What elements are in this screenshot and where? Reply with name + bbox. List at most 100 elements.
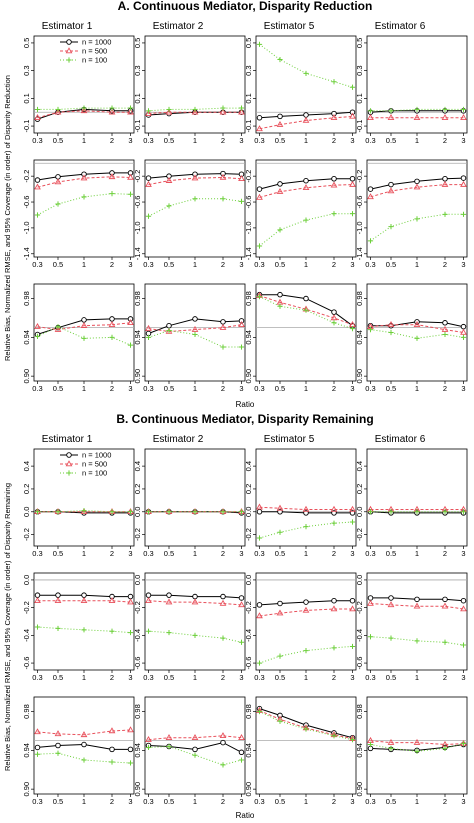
point-n500 — [127, 726, 134, 733]
point-n100 — [238, 509, 245, 515]
point-n500 — [413, 738, 421, 745]
point-n100 — [145, 108, 152, 114]
point-n1000 — [277, 509, 283, 515]
point-n500 — [238, 734, 245, 740]
point-n1000 — [55, 592, 61, 598]
legend-marker-n100 — [66, 470, 72, 476]
panel-r4-c4: 0.3 0.5 1 2 3 -0.2 0.0 0.2 0.4 — [355, 448, 468, 558]
x-tick-label: 2 — [443, 549, 447, 558]
x-tick-label: 1 — [82, 797, 86, 806]
x-tick-label: 1 — [82, 260, 86, 269]
point-n500 — [413, 183, 421, 190]
point-n500 — [165, 108, 173, 115]
series-line-500 — [37, 176, 131, 188]
y-tick-label: -1.4 — [355, 247, 364, 260]
point-n500 — [54, 325, 62, 332]
point-n500 — [441, 602, 449, 609]
y-tick-label: -0.4 — [22, 629, 31, 642]
x-tick-label: 2 — [221, 260, 225, 269]
x-tick-label: 0.3 — [254, 673, 264, 682]
point-n100 — [220, 344, 226, 350]
point-n500 — [387, 114, 395, 121]
point-n500 — [127, 598, 134, 605]
point-n500 — [54, 108, 62, 115]
x-tick-label: 0.3 — [32, 384, 42, 393]
point-n100 — [166, 106, 172, 113]
point-n100 — [145, 744, 152, 751]
point-n500 — [460, 605, 467, 612]
x-tick-label: 0.5 — [164, 549, 174, 558]
x-tick-label: 0.5 — [53, 673, 63, 682]
x-tick-label: 1 — [415, 260, 419, 269]
panel-r6-c4: 0.3 0.5 1 2 3 0.90 0.94 0.98 — [355, 696, 468, 806]
x-tick-label: 3 — [461, 384, 465, 393]
y-tick-label: -0.6 — [133, 196, 142, 209]
legend-label: n = 1000 — [82, 38, 111, 47]
point-n100 — [460, 106, 467, 113]
x-tick-label: 3 — [128, 549, 132, 558]
x-tick-label: 1 — [304, 384, 308, 393]
x-tick-label: 0.3 — [365, 260, 375, 269]
point-n500 — [441, 325, 449, 332]
point-n100 — [277, 718, 283, 724]
section-b-ylabel: Relative Bias, Normalized RMSE, and 95% … — [3, 483, 12, 771]
y-tick-label: 0.4 — [244, 461, 253, 471]
point-n1000 — [34, 592, 41, 598]
y-tick-label: -0.2 — [244, 601, 253, 614]
point-n100 — [127, 105, 134, 111]
point-n500 — [330, 605, 338, 612]
panel-r3-c2: 0.3 0.5 1 2 3 0.90 0.94 0.98 — [133, 283, 246, 393]
point-n100 — [81, 508, 87, 514]
y-tick-label: 0.5 — [22, 38, 31, 48]
series-line-500 — [370, 324, 464, 333]
point-n1000 — [414, 596, 420, 603]
col-title-b-4: Estimator 6 — [375, 434, 426, 445]
series-line-500 — [259, 608, 353, 617]
panel-r4-c3: 0.3 0.5 1 2 3 -0.2 0.0 0.2 0.4 — [244, 448, 357, 558]
point-n500 — [219, 599, 227, 606]
y-tick-label: -0.4 — [355, 629, 364, 642]
point-n500 — [54, 596, 62, 603]
point-n500 — [165, 176, 173, 183]
panel-frame — [144, 572, 246, 671]
point-n500 — [165, 734, 173, 740]
x-tick-label: 0.5 — [164, 384, 174, 393]
x-tick-label: 3 — [461, 797, 465, 806]
panel-r2-c2: 0.3 0.5 1 2 3 -1.4 -1.0 -0.6 -0.2 — [133, 159, 246, 269]
x-tick-label: 0.3 — [143, 673, 153, 682]
col-title-a-3: Estimator 5 — [264, 21, 315, 32]
y-tick-label: -1.0 — [244, 221, 253, 234]
y-tick-label: -0.6 — [355, 657, 364, 670]
point-n1000 — [256, 186, 263, 192]
point-n1000 — [220, 170, 226, 177]
point-n500 — [256, 125, 263, 132]
point-n100 — [192, 106, 198, 113]
point-n100 — [55, 750, 61, 756]
x-tick-label: 0.5 — [164, 673, 174, 682]
section-b-xlabel: Ratio — [236, 811, 255, 820]
x-tick-label: 0.5 — [275, 673, 285, 682]
point-n500 — [441, 114, 449, 121]
x-tick-label: 0.5 — [386, 136, 396, 145]
x-tick-label: 3 — [239, 673, 243, 682]
point-n100 — [127, 342, 134, 348]
legend-label: n = 100 — [82, 469, 107, 478]
x-tick-label: 0.5 — [275, 549, 285, 558]
x-tick-label: 1 — [304, 797, 308, 806]
point-n500 — [413, 602, 421, 609]
legend-label: n = 500 — [82, 460, 107, 469]
y-tick-label: 0.1 — [22, 93, 31, 103]
series-line-100 — [148, 198, 242, 217]
point-n100 — [414, 216, 420, 222]
x-tick-label: 3 — [239, 797, 243, 806]
x-tick-label: 2 — [443, 384, 447, 393]
x-tick-label: 0.3 — [365, 136, 375, 145]
series-line-500 — [259, 115, 353, 130]
x-tick-label: 0.3 — [254, 797, 264, 806]
series-line-100 — [259, 43, 353, 88]
point-n500 — [108, 173, 116, 180]
x-tick-label: 0.3 — [143, 797, 153, 806]
point-n100 — [349, 519, 356, 525]
y-tick-label: -0.2 — [133, 528, 142, 541]
x-tick-label: 1 — [193, 136, 197, 145]
